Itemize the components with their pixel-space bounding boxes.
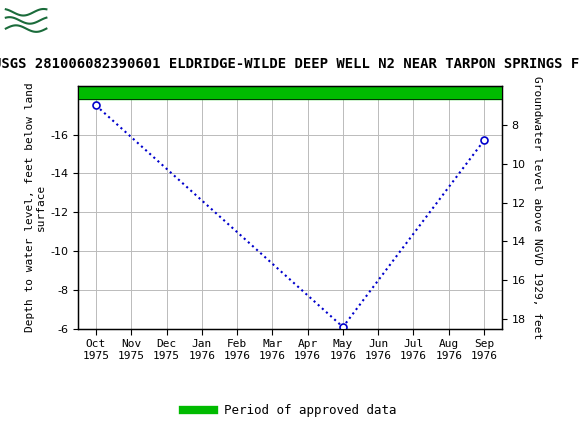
Legend: Period of approved data: Period of approved data: [178, 399, 402, 422]
Y-axis label: Depth to water level, feet below land
surface: Depth to water level, feet below land su…: [25, 83, 46, 332]
Text: USGS: USGS: [99, 10, 162, 31]
Y-axis label: Groundwater level above NGVD 1929, feet: Groundwater level above NGVD 1929, feet: [532, 76, 542, 339]
Text: USGS 281006082390601 ELDRIDGE-WILDE DEEP WELL N2 NEAR TARPON SPRINGS FL: USGS 281006082390601 ELDRIDGE-WILDE DEEP…: [0, 58, 580, 71]
FancyBboxPatch shape: [6, 3, 87, 37]
